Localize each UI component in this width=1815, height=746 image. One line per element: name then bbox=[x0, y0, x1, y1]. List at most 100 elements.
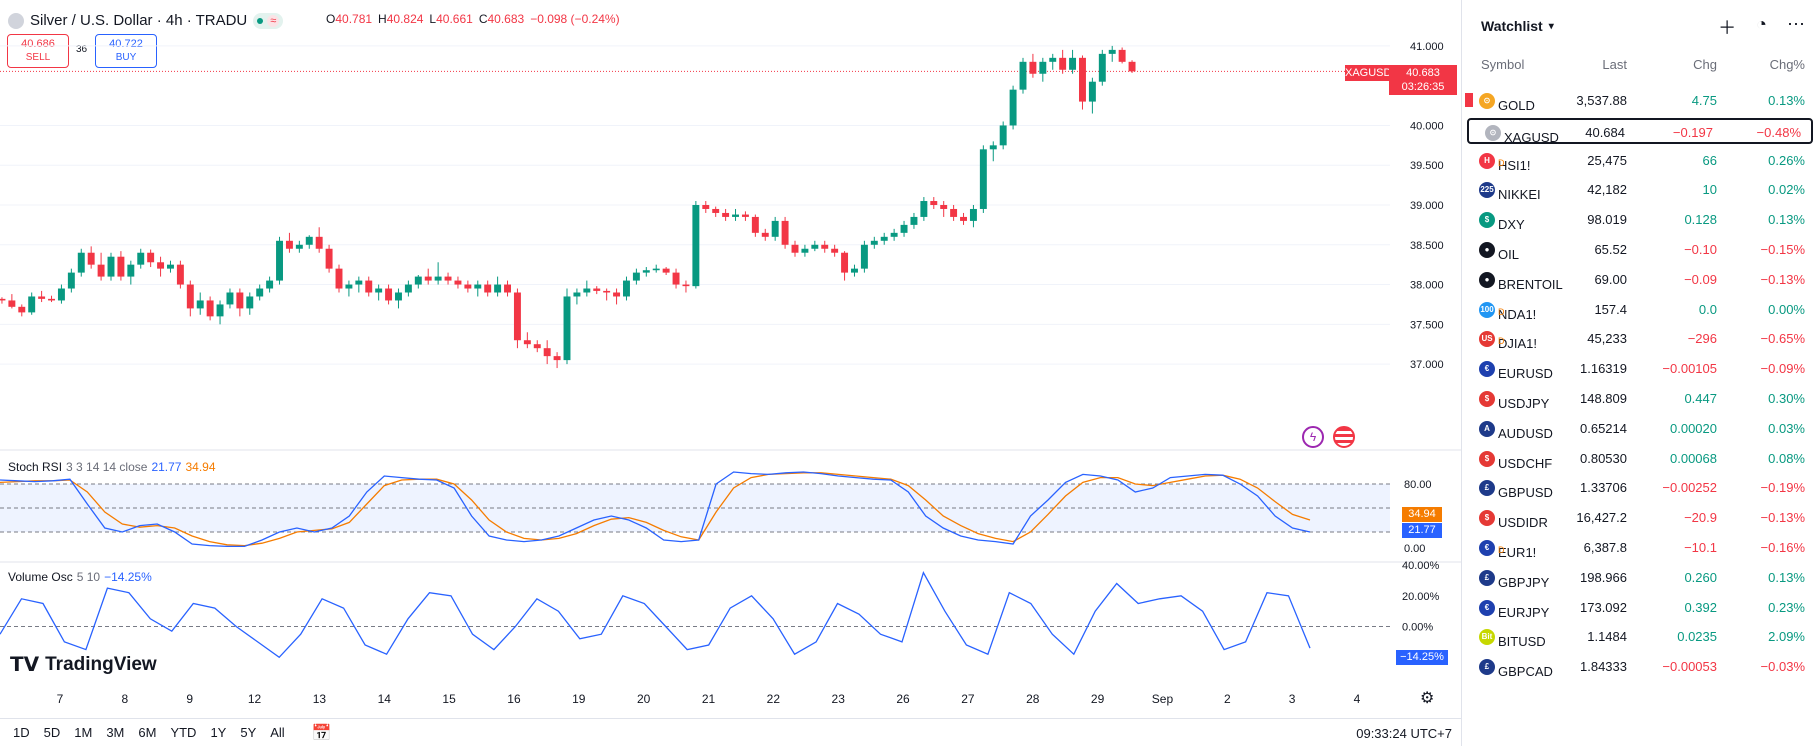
chart-area[interactable]: Silver / U.S. Dollar · 4h · TRADU ≈ O40.… bbox=[0, 0, 1462, 746]
candle-body bbox=[1029, 61, 1037, 74]
price-tick-label: 38.000 bbox=[1410, 280, 1444, 292]
time-tick-label: 13 bbox=[313, 692, 327, 706]
watchlist-row[interactable]: US DJIA1! D 45,233 −296 −0.65% bbox=[1463, 326, 1815, 352]
row-chg: 66 bbox=[1702, 152, 1717, 168]
range-ytd[interactable]: YTD bbox=[170, 725, 197, 740]
candle-body bbox=[702, 205, 710, 209]
volume-osc-legend[interactable]: Volume Osc 5 10 −14.25% bbox=[8, 570, 152, 584]
watchlist-row[interactable]: 225 NIKKEI 42,182 10 0.02% bbox=[1479, 182, 1805, 203]
time-tick-label: 20 bbox=[637, 692, 651, 706]
candle-body bbox=[434, 276, 442, 281]
lightning-icon[interactable]: ϟ bbox=[1302, 426, 1324, 448]
candle-body bbox=[87, 252, 95, 265]
watchlist-row[interactable]: $ DXY 98.019 0.128 0.13% bbox=[1463, 207, 1815, 233]
time-tick-label: 19 bbox=[572, 692, 586, 706]
row-chgp: −0.13% bbox=[1760, 510, 1805, 526]
candle-body bbox=[751, 216, 759, 233]
col-chgp[interactable]: Chg% bbox=[1769, 57, 1805, 72]
candle-body bbox=[692, 205, 700, 287]
market-status-pill[interactable]: ≈ bbox=[253, 12, 284, 29]
candle-body bbox=[573, 292, 581, 297]
symbol-icon: ⊙ bbox=[1485, 124, 1501, 141]
watchlist-row[interactable]: ⊙ XAGUSD 40.684 −0.197 −0.48% bbox=[1467, 117, 1813, 145]
watchlist-row[interactable]: € EURJPY 173.092 0.392 0.23% bbox=[1463, 595, 1815, 621]
candle-body bbox=[1059, 57, 1067, 70]
watchlist-row[interactable]: $ USDCHF 0.80530 0.00068 0.08% bbox=[1463, 446, 1815, 472]
watchlist-row[interactable]: £ GBPCAD 1.84333 −0.00053 −0.03% bbox=[1463, 654, 1815, 680]
stoch-k-tag: 21.77 bbox=[1402, 523, 1442, 538]
range-all[interactable]: All bbox=[270, 725, 285, 740]
watchlist-row[interactable]: € EUR1! D 6,387.8 −10.1 −0.16% bbox=[1463, 535, 1815, 561]
clock[interactable]: 09:33:24 UTC+7 bbox=[1356, 726, 1452, 741]
candle-body bbox=[969, 208, 977, 221]
us-flag-icon[interactable] bbox=[1333, 426, 1355, 448]
range-3m[interactable]: 3M bbox=[106, 725, 125, 740]
sell-button[interactable]: 40.686 SELL bbox=[7, 34, 69, 68]
watchlist-title[interactable]: Watchlist ▾ bbox=[1481, 18, 1554, 34]
watchlist-row[interactable]: ⊙ GOLD 3,537.88 4.75 0.13% bbox=[1463, 88, 1815, 114]
col-chg[interactable]: Chg bbox=[1693, 57, 1717, 72]
stoch-k-line bbox=[0, 471, 1311, 548]
symbol-icon: € bbox=[1479, 540, 1495, 556]
flag-marker-icon[interactable] bbox=[1465, 93, 1473, 107]
watchlist-row[interactable]: £ GBPUSD 1.33706 −0.00252 −0.19% bbox=[1463, 475, 1815, 501]
candle-body bbox=[900, 224, 908, 233]
symbol-title: Silver / U.S. Dollar · 4h · TRADU bbox=[30, 12, 248, 29]
candle-body bbox=[781, 220, 789, 245]
candle-body bbox=[1098, 53, 1106, 82]
row-chg: −0.00252 bbox=[1662, 480, 1717, 496]
range-5y[interactable]: 5Y bbox=[240, 725, 257, 740]
col-symbol[interactable]: Symbol bbox=[1481, 57, 1525, 72]
row-last: 65.52 bbox=[1594, 242, 1627, 257]
watchlist-row[interactable]: A AUDUSD 0.65214 0.00020 0.03% bbox=[1463, 416, 1815, 442]
candle-body bbox=[732, 214, 739, 217]
row-chg: 0.128 bbox=[1684, 212, 1717, 228]
watchlist-row[interactable]: 100 NDA1! D 157.4 0.0 0.00% bbox=[1479, 301, 1805, 322]
range-1d[interactable]: 1D bbox=[13, 725, 30, 740]
range-buttons: 1D 5D 1M 3M 6M YTD 1Y 5Y All bbox=[0, 725, 292, 740]
watchlist-row[interactable]: Bit BITUSD 1.1484 0.0235 2.09% bbox=[1463, 624, 1815, 650]
sell-price: 40.686 bbox=[21, 38, 55, 50]
range-1y[interactable]: 1Y bbox=[210, 725, 227, 740]
row-chgp: 0.13% bbox=[1768, 212, 1805, 228]
price-tick-label: 39.000 bbox=[1410, 200, 1444, 212]
range-6m[interactable]: 6M bbox=[138, 725, 157, 740]
candle-body bbox=[444, 276, 452, 281]
range-1m[interactable]: 1M bbox=[74, 725, 93, 740]
price-chart[interactable]: 80.0020.000.00 40.00%20.00%0.00%−20.00% … bbox=[0, 0, 1462, 718]
symbol-icon: $ bbox=[1479, 510, 1495, 527]
candle-body bbox=[1108, 49, 1116, 54]
watchlist-row[interactable]: ● OIL 65.52 −0.10 −0.15% bbox=[1463, 237, 1815, 263]
watchlist-row[interactable]: ● BRENTOIL 69.00 −0.09 −0.13% bbox=[1463, 267, 1815, 293]
symbol-icon: US bbox=[1479, 331, 1495, 348]
price-tick-label: 39.500 bbox=[1410, 160, 1444, 172]
buy-button[interactable]: 40.722 BUY bbox=[95, 34, 157, 68]
watchlist-row[interactable]: $ USDJPY 148.809 0.447 0.30% bbox=[1463, 386, 1815, 412]
row-chgp: 0.08% bbox=[1768, 450, 1805, 466]
candle-body bbox=[246, 296, 254, 309]
add-symbol-icon[interactable]: ＋ bbox=[1718, 18, 1737, 38]
row-last: 6,387.8 bbox=[1583, 540, 1627, 555]
watchlist-row[interactable]: H HSI1! D 25,475 66 0.26% bbox=[1463, 148, 1815, 174]
advanced-view-icon[interactable]: ◔ bbox=[1756, 14, 1767, 34]
symbol-icon: € bbox=[1479, 361, 1495, 378]
stoch-rsi-legend[interactable]: Stoch RSI 3 3 14 14 close 21.77 34.94 bbox=[8, 460, 216, 474]
candle-body bbox=[761, 232, 769, 237]
calendar-icon[interactable]: 📅 bbox=[311, 724, 332, 742]
time-tick-label: 14 bbox=[378, 692, 392, 706]
tradingview-logo[interactable]: 𝗧𝗩 TradingView bbox=[10, 652, 157, 677]
col-last[interactable]: Last bbox=[1602, 57, 1627, 72]
candle-body bbox=[553, 356, 561, 361]
watchlist-row[interactable]: € EURUSD 1.16319 −0.00105 −0.09% bbox=[1463, 356, 1815, 382]
symbol-header[interactable]: Silver / U.S. Dollar · 4h · TRADU ≈ bbox=[8, 12, 284, 29]
row-chg: 0.447 bbox=[1684, 391, 1717, 406]
settings-gear-icon[interactable]: ⚙ bbox=[1420, 690, 1435, 707]
watchlist-row[interactable]: £ GBPJPY 198.966 0.260 0.13% bbox=[1463, 565, 1815, 591]
more-options-icon[interactable]: ⋯ bbox=[1787, 14, 1805, 34]
watchlist-row[interactable]: $ USDIDR 16,427.2 −20.9 −0.13% bbox=[1463, 505, 1815, 531]
row-last: 1.16319 bbox=[1580, 361, 1627, 377]
row-chg: −10.1 bbox=[1684, 540, 1717, 555]
candle-body bbox=[960, 216, 967, 221]
open-value: 40.781 bbox=[335, 12, 373, 26]
range-5d[interactable]: 5D bbox=[43, 725, 61, 740]
